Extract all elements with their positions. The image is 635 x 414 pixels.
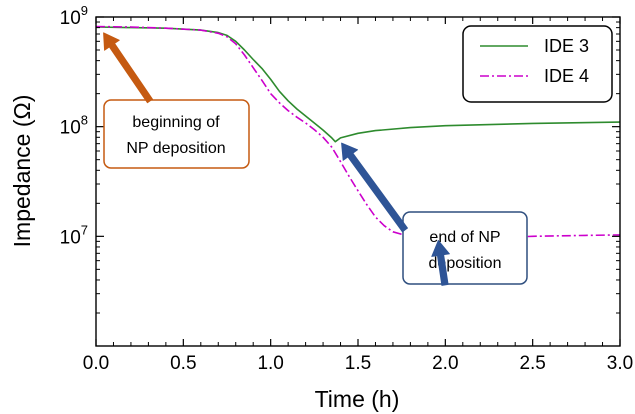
- x-tick-label: 0.0: [83, 353, 109, 374]
- arrow-beginning: [103, 32, 154, 104]
- series-line-ide4: [95, 25, 621, 242]
- annotation-end: end of NP deposition: [402, 211, 528, 285]
- x-tick-label: 1.0: [257, 353, 283, 374]
- annotation-arrows: [103, 32, 450, 286]
- legend-label-ide3: IDE 3: [544, 36, 589, 56]
- x-tick-label: 3.0: [607, 353, 633, 374]
- arrow-end-impedance-ide3: [341, 142, 409, 233]
- x-tick-label: 0.5: [170, 353, 196, 374]
- annotation-text-line: beginning of: [132, 114, 220, 131]
- annotation-text-line: deposition: [429, 255, 502, 272]
- annotation-beginning: beginning of NP deposition: [103, 99, 250, 169]
- x-axis-label: Time (h): [315, 386, 400, 412]
- legend: IDE 3 IDE 4: [462, 25, 613, 103]
- y-tick-label: 109: [60, 3, 88, 29]
- y-axis-label: Impedance (Ω): [9, 95, 35, 248]
- annotation-text-line: end of NP: [429, 229, 500, 246]
- plot-area: [95, 25, 621, 242]
- y-tick-label: 108: [60, 113, 88, 139]
- y-tick-label: 107: [60, 222, 88, 248]
- arrow-end-impedance-ide4: [431, 239, 450, 286]
- annotation-box-end: [402, 211, 528, 285]
- legend-box: [462, 25, 613, 103]
- annotation-box-beginning: [103, 99, 250, 169]
- x-tick-label: 2.0: [432, 353, 458, 374]
- legend-label-ide4: IDE 4: [544, 66, 589, 86]
- x-tick-label: 2.5: [519, 353, 545, 374]
- annotation-text-line: NP deposition: [126, 140, 225, 157]
- x-tick-label: 1.5: [345, 353, 371, 374]
- axes: 0.0 0.5 1.0 1.5 2.0 2.5 3.0 107 108 109: [60, 3, 634, 374]
